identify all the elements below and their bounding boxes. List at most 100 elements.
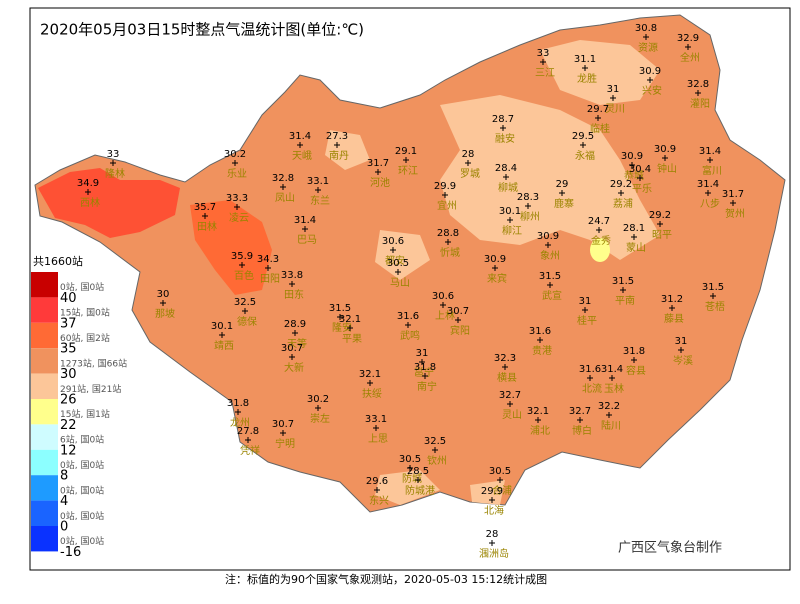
legend-swatch bbox=[31, 449, 58, 476]
station-name: 陆川 bbox=[601, 419, 621, 432]
note: 注：标值的为90个国家气象观测站，2020-05-03 15:12统计成图 bbox=[225, 572, 547, 586]
station-marker bbox=[315, 405, 321, 411]
cool-spot bbox=[590, 238, 610, 262]
station-marker bbox=[631, 234, 637, 240]
station-name: 上林 bbox=[435, 309, 455, 322]
station-marker bbox=[219, 332, 225, 338]
station-name: 北流 bbox=[582, 382, 602, 395]
station-name: 平乐 bbox=[632, 183, 652, 195]
station-name: 灵川 bbox=[605, 103, 625, 115]
station-name: 防城 bbox=[402, 472, 422, 485]
station-name: 三江 bbox=[535, 67, 555, 79]
station-name: 百色 bbox=[234, 269, 254, 282]
legend-swatch bbox=[31, 500, 58, 526]
station-name: 乐业 bbox=[227, 168, 247, 180]
mild-zone bbox=[440, 95, 660, 260]
station-value: 28.3 bbox=[517, 192, 539, 203]
hot-zone bbox=[38, 168, 180, 238]
station-name: 扶绥 bbox=[362, 387, 382, 400]
station-value: 28.5 bbox=[407, 466, 429, 477]
station-marker bbox=[489, 540, 495, 546]
station-value: 28 bbox=[462, 149, 475, 160]
station-value: 28.7 bbox=[492, 114, 514, 125]
station-value: 32.5 bbox=[234, 297, 256, 308]
legend-bound: 37 bbox=[60, 316, 77, 331]
station-marker bbox=[334, 142, 340, 148]
station-value: 31.5 bbox=[329, 303, 351, 314]
station-name: 全州 bbox=[680, 51, 700, 64]
station-name: 岑溪 bbox=[673, 355, 693, 367]
station-marker bbox=[432, 447, 438, 453]
station-value: 28.8 bbox=[437, 228, 459, 239]
legend-count: 0站, 国0站 bbox=[60, 535, 104, 547]
station-marker bbox=[547, 282, 553, 288]
station-name: 武宣 bbox=[542, 289, 562, 302]
station-marker bbox=[647, 77, 653, 83]
station-name: 灵山 bbox=[502, 409, 522, 421]
station-name: 田阳 bbox=[260, 273, 280, 285]
station-name: 南丹 bbox=[329, 149, 349, 162]
legend-bound: -16 bbox=[60, 545, 81, 560]
legend-count: 60站, 国2站 bbox=[60, 332, 110, 344]
station-value: 31.4 bbox=[697, 179, 719, 190]
station-marker bbox=[637, 175, 643, 181]
station-value: 33.3 bbox=[226, 193, 248, 204]
station-marker bbox=[545, 242, 551, 248]
station-name: 平南 bbox=[615, 294, 635, 307]
station-value: 29.6 bbox=[366, 476, 388, 487]
station-marker bbox=[540, 59, 546, 65]
station-name: 永福 bbox=[575, 149, 595, 162]
station-value: 30.9 bbox=[484, 254, 506, 265]
station-name: 西林 bbox=[80, 196, 100, 209]
station-value: 31 bbox=[675, 336, 688, 347]
station-value: 28.1 bbox=[623, 223, 645, 234]
station-marker bbox=[422, 373, 428, 379]
station-name: 靖西 bbox=[214, 339, 234, 352]
station-value: 31 bbox=[607, 84, 620, 95]
station-marker bbox=[695, 90, 701, 96]
station-marker bbox=[535, 417, 541, 423]
station-value: 30.1 bbox=[499, 206, 521, 217]
station-name: 柳城 bbox=[498, 181, 518, 194]
station-value: 30.2 bbox=[307, 394, 329, 405]
station-name: 苍梧 bbox=[705, 300, 725, 313]
station-value: 30.5 bbox=[399, 454, 421, 465]
station-marker bbox=[596, 227, 602, 233]
station-value: 32.2 bbox=[598, 401, 620, 412]
station-name: 马山 bbox=[390, 277, 410, 289]
station-marker bbox=[242, 308, 248, 314]
station-marker bbox=[489, 497, 495, 503]
station-marker bbox=[643, 34, 649, 40]
station-name: 昭平 bbox=[652, 229, 672, 241]
station-marker bbox=[289, 281, 295, 287]
station-value: 31.8 bbox=[414, 362, 436, 373]
station-name: 宜州 bbox=[437, 199, 457, 212]
legend-count: 1273站, 国66站 bbox=[60, 357, 127, 369]
legend-bound: 4 bbox=[60, 494, 68, 509]
station-name: 浦北 bbox=[530, 424, 550, 437]
station-marker bbox=[707, 157, 713, 163]
station-value: 29.5 bbox=[572, 131, 594, 142]
legend-swatch bbox=[31, 399, 58, 425]
station-name: 兴安 bbox=[642, 84, 662, 97]
station-name: 凌云 bbox=[229, 211, 249, 224]
station-marker bbox=[265, 265, 271, 271]
mild-zone bbox=[325, 130, 505, 505]
station-name: 东兰 bbox=[310, 194, 330, 207]
station-value: 30.9 bbox=[621, 151, 643, 162]
station-marker bbox=[500, 125, 506, 131]
station-name: 崇左 bbox=[310, 412, 330, 425]
station-name: 天峨 bbox=[292, 150, 312, 162]
station-marker bbox=[315, 187, 321, 193]
station-marker bbox=[455, 317, 461, 323]
station-marker bbox=[705, 190, 711, 196]
station-marker bbox=[110, 160, 116, 166]
station-value: 31 bbox=[579, 296, 592, 307]
legend-count: 15站, 国0站 bbox=[60, 307, 110, 319]
station-marker bbox=[245, 437, 251, 443]
station-value: 29.2 bbox=[610, 179, 632, 190]
station-marker bbox=[580, 142, 586, 148]
station-value: 29.7 bbox=[587, 104, 609, 115]
station-value: 30.5 bbox=[489, 466, 511, 477]
station-marker bbox=[415, 477, 421, 483]
